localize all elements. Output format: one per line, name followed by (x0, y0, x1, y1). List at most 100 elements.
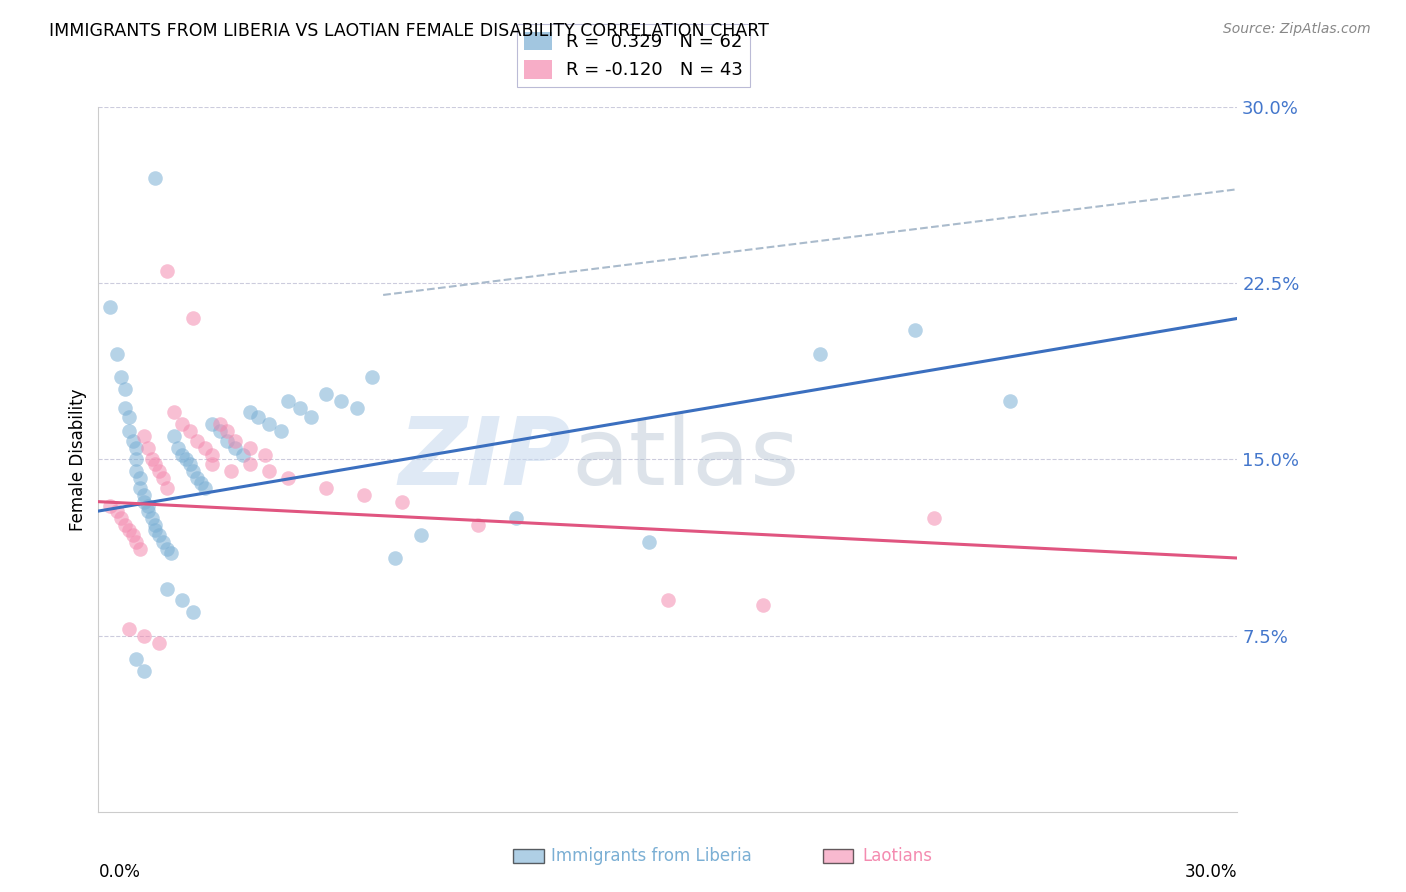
Point (277, 471, 299, 485)
Point (246, 410, 269, 425)
Point (118, 424, 141, 438)
Point (132, 429, 155, 443)
Point (129, 481, 152, 495)
Y-axis label: Female Disability: Female Disability (69, 388, 87, 531)
Point (125, 652, 148, 666)
Point (346, 401, 368, 415)
Point (232, 448, 254, 462)
Point (183, 311, 205, 326)
Point (170, 417, 193, 431)
Point (170, 593, 193, 607)
Point (208, 417, 231, 431)
Point (145, 170, 167, 185)
Point (152, 471, 174, 485)
Point (201, 457, 224, 471)
Point (98, 500, 121, 514)
Point (998, 393, 1021, 408)
Point (163, 405, 186, 419)
Point (315, 386, 337, 401)
Point (114, 518, 136, 533)
Point (148, 527, 170, 541)
Point (384, 551, 406, 566)
Point (141, 511, 163, 525)
Text: 0.0%: 0.0% (98, 863, 141, 881)
Point (391, 494, 413, 508)
Point (186, 434, 208, 448)
Point (467, 518, 489, 533)
Point (194, 481, 217, 495)
Point (125, 452, 148, 467)
Point (505, 511, 527, 525)
Point (299, 410, 322, 425)
Point (107, 346, 129, 360)
Point (224, 434, 246, 448)
Point (217, 424, 239, 438)
Point (118, 410, 141, 425)
Point (186, 471, 208, 485)
Point (254, 448, 277, 462)
Point (638, 534, 661, 549)
Point (221, 464, 243, 478)
Point (107, 504, 129, 518)
Point (217, 434, 239, 448)
Point (129, 471, 152, 485)
Point (148, 635, 170, 649)
Point (183, 605, 205, 619)
Point (132, 628, 155, 642)
Point (145, 523, 167, 537)
Point (145, 518, 167, 533)
Point (353, 487, 375, 501)
Point (156, 481, 179, 495)
Point (98, 300, 121, 314)
Point (239, 457, 262, 471)
Point (110, 511, 132, 525)
Point (752, 598, 775, 612)
Point (315, 481, 337, 495)
Point (277, 393, 299, 408)
Point (152, 534, 174, 549)
Point (136, 500, 159, 514)
Point (141, 452, 163, 467)
Point (125, 534, 148, 549)
Point (411, 527, 433, 541)
Point (145, 457, 167, 471)
Point (808, 346, 831, 360)
Point (174, 452, 197, 467)
Text: atlas: atlas (571, 413, 799, 506)
Point (156, 264, 179, 278)
Point (224, 441, 246, 455)
Point (125, 441, 148, 455)
Point (360, 370, 382, 384)
Point (118, 523, 141, 537)
Point (201, 417, 224, 431)
Point (136, 441, 159, 455)
Point (922, 511, 945, 525)
Point (167, 441, 190, 455)
Text: ZIP: ZIP (398, 413, 571, 506)
Point (118, 622, 141, 636)
Point (179, 457, 201, 471)
Text: Immigrants from Liberia: Immigrants from Liberia (551, 847, 752, 865)
Point (114, 382, 136, 396)
Point (190, 475, 212, 490)
Point (121, 434, 143, 448)
Point (904, 323, 927, 337)
Point (132, 664, 155, 678)
Point (657, 593, 679, 607)
Point (194, 441, 217, 455)
Point (163, 429, 186, 443)
Point (259, 464, 281, 478)
Point (201, 448, 224, 462)
Point (129, 541, 152, 556)
Text: 30.0%: 30.0% (1185, 863, 1237, 881)
Point (208, 424, 231, 438)
Point (183, 464, 205, 478)
Point (125, 464, 148, 478)
Point (156, 541, 179, 556)
Point (132, 487, 155, 501)
Point (121, 527, 143, 541)
Point (159, 546, 181, 560)
Text: Source: ZipAtlas.com: Source: ZipAtlas.com (1223, 22, 1371, 37)
Point (132, 494, 155, 508)
Point (114, 401, 136, 415)
